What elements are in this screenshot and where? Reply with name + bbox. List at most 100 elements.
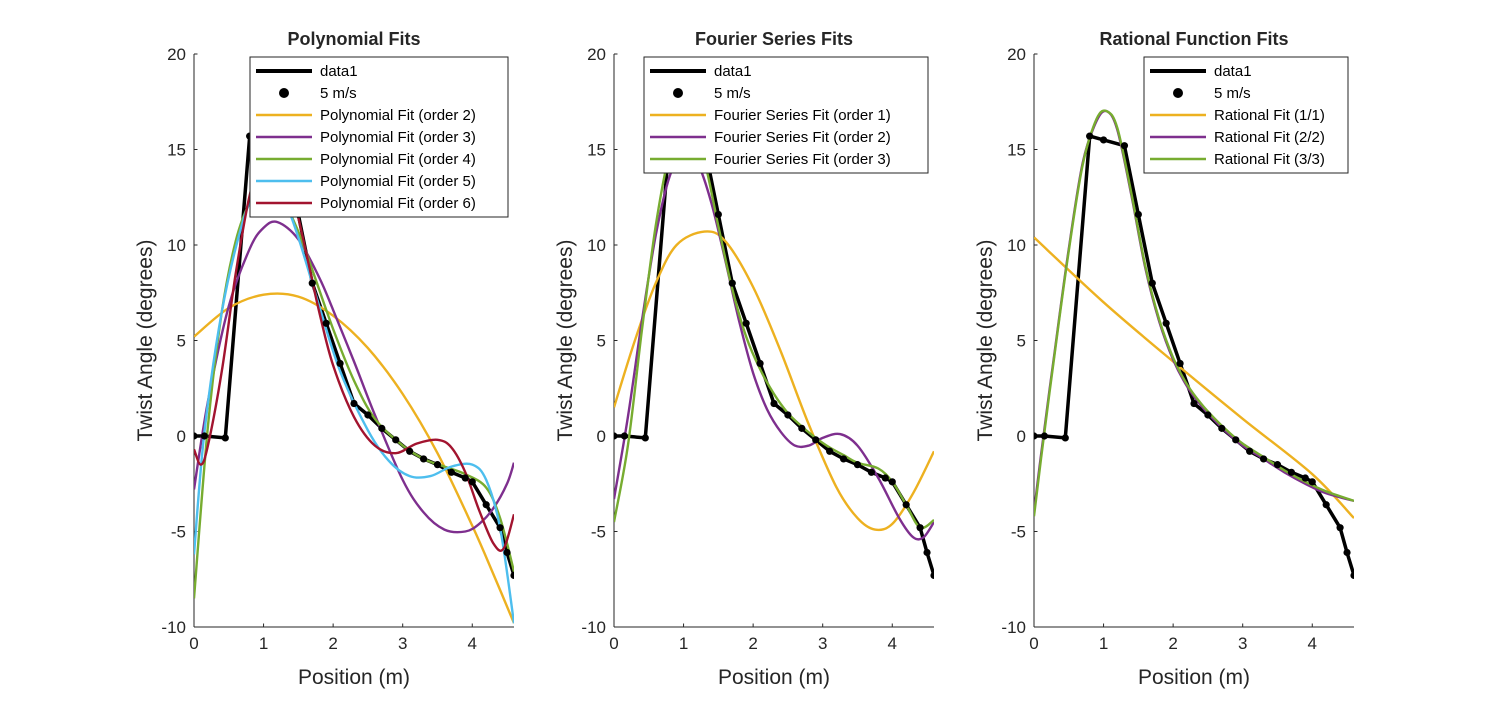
x-tick-label: 2 (328, 634, 337, 653)
legend-marker (673, 88, 683, 98)
legend-entry: 5 m/s (714, 85, 751, 102)
legend: data1 5 m/s Polynomial Fit (order 2) Polyno… (249, 56, 509, 218)
data-point (378, 424, 386, 432)
series-line-fit-3 (614, 151, 934, 541)
series-group (194, 132, 514, 624)
legend-entry: Polynomial Fit (order 2) (320, 107, 476, 124)
data-point (1099, 136, 1108, 144)
legend: data1 5 m/s Fourier Series Fit (order 1) Fo… (643, 56, 929, 174)
data-point (503, 548, 511, 557)
legend-entry: data1 (320, 63, 358, 80)
data-point (194, 432, 198, 440)
data-point (364, 411, 372, 419)
x-tick-label: 3 (1238, 634, 1247, 653)
y-tick-label: -10 (1001, 618, 1026, 637)
series-line-fit-4 (1034, 109, 1354, 517)
x-tick-label: 1 (259, 634, 268, 653)
chart-title: Polynomial Fits (287, 29, 420, 49)
data-point (482, 501, 490, 509)
y-tick-label: 0 (597, 427, 606, 446)
data-point (419, 455, 428, 463)
y-tick-label: 5 (177, 332, 186, 351)
legend-entry: Fourier Series Fit (order 2) (714, 129, 891, 146)
x-tick-label: 1 (1099, 634, 1108, 653)
legend-entry: Fourier Series Fit (order 1) (714, 107, 891, 124)
series-line-fit-5 (194, 183, 514, 624)
y-tick-label: 5 (597, 332, 606, 351)
y-tick-label: -5 (171, 523, 186, 542)
y-tick-label: 15 (167, 141, 186, 160)
y-tick-label: 5 (1017, 332, 1026, 351)
y-tick-label: -5 (591, 523, 606, 542)
y-axis-label: Twist Angle (degrees) (134, 240, 157, 442)
y-tick-label: 10 (587, 236, 606, 255)
legend-entry: Polynomial Fit (order 5) (320, 173, 476, 190)
data-point (1162, 319, 1170, 327)
y-tick-label: 15 (587, 141, 606, 160)
data-point (923, 548, 931, 557)
data-point (742, 319, 750, 327)
data-point (468, 478, 476, 486)
data-point (1148, 279, 1156, 287)
legend: data1 5 m/s Rational Fit (1/1) Rational Fit… (1143, 56, 1349, 174)
x-tick-label: 1 (679, 634, 688, 653)
data-point (461, 474, 469, 482)
y-tick-label: 10 (167, 236, 186, 255)
data-point (853, 461, 862, 469)
data-point (1350, 571, 1354, 580)
data-point (1301, 474, 1309, 482)
data-point (1086, 132, 1094, 140)
data-point (1308, 478, 1316, 486)
data-point (322, 319, 330, 327)
data-point (770, 399, 778, 408)
data-point (1246, 447, 1254, 455)
data-point (620, 432, 629, 440)
data-point (433, 461, 442, 469)
data-point (1190, 399, 1198, 408)
y-axis-label: Twist Angle (degrees) (974, 240, 997, 442)
data-point (1232, 436, 1240, 444)
y-tick-label: 20 (167, 45, 186, 64)
y-tick-label: 10 (1007, 236, 1026, 255)
data-point (826, 447, 834, 455)
data-point (221, 434, 229, 442)
x-tick-label: 0 (189, 634, 198, 653)
legend-entry: Fourier Series Fit (order 3) (714, 151, 891, 168)
data-point (812, 436, 820, 444)
data-point (756, 359, 764, 368)
legend-entry: data1 (1214, 63, 1252, 80)
legend-entry: Rational Fit (3/3) (1214, 151, 1325, 168)
x-tick-label: 0 (609, 634, 618, 653)
x-tick-label: 4 (1308, 634, 1317, 653)
y-tick-label: -10 (581, 618, 606, 637)
y-tick-label: 20 (587, 45, 606, 64)
legend-entry: Polynomial Fit (order 6) (320, 195, 476, 212)
x-tick-label: 2 (1168, 634, 1177, 653)
data-point (784, 411, 792, 419)
series-line-fit-4 (614, 121, 934, 530)
legend-marker (279, 88, 289, 98)
data-point (1204, 411, 1212, 419)
chart-title: Rational Function Fits (1100, 29, 1289, 49)
data-point (200, 432, 209, 440)
y-tick-label: 0 (177, 427, 186, 446)
data-point (641, 434, 649, 442)
data-point (447, 468, 455, 476)
y-tick-label: -10 (161, 618, 186, 637)
y-tick-label: 20 (1007, 45, 1026, 64)
data-point (1176, 359, 1184, 368)
legend-entry: Rational Fit (2/2) (1214, 129, 1325, 146)
data-point (1259, 455, 1268, 463)
x-axis-label: Position (m) (298, 666, 410, 689)
chart-panel-1: Polynomial Fits 0 1 2 3 4 -10 -5 0 5 10 15 20 Positio… (134, 29, 514, 689)
data-point (1061, 434, 1069, 442)
legend-entry: Polynomial Fit (order 3) (320, 129, 476, 146)
data-point (1040, 432, 1049, 440)
data-point (1336, 524, 1344, 532)
data-point (798, 424, 806, 432)
data-point (1034, 432, 1038, 440)
chart-title: Fourier Series Fits (695, 29, 853, 49)
x-tick-label: 4 (468, 634, 477, 653)
chart-panel-2: Fourier Series Fits 0 1 2 3 4 -10 -5 0 5 10 15 20 Pos… (554, 29, 934, 689)
